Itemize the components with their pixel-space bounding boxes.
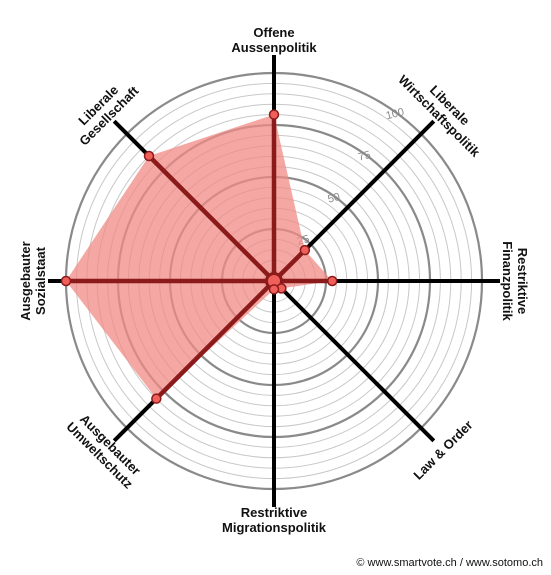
tick-label: 100 [385,106,406,122]
value-point [326,275,338,287]
tick-label: 50 [327,191,342,206]
value-point [151,393,162,404]
value-bar [154,278,277,401]
value-point [268,109,280,120]
value-bar [146,153,277,284]
axis-line [272,279,436,443]
value-area [66,114,333,399]
axis-label: Migrationspolitik [222,520,327,535]
value-point [143,150,155,162]
axis-label-group: Ausgebauter Sozialstaat [18,241,48,320]
axis-label: Sozialstaat [33,246,48,315]
tick-label: 75 [357,149,372,164]
axis-label: Restriktive [515,248,530,314]
axis-label: Ausgebauter [18,241,33,320]
credit-text: © www.smartvote.ch / www.sotomo.ch [356,557,543,569]
value-point [268,284,280,295]
axis-label: Finanzpolitik [500,241,515,321]
axis-label: Restriktive [241,505,307,520]
value-point [299,244,311,256]
value-point [60,275,72,287]
axis-label: Aussenpolitik [231,40,317,55]
value-polygon-group [60,109,338,404]
axis-label: Offene [253,25,294,40]
